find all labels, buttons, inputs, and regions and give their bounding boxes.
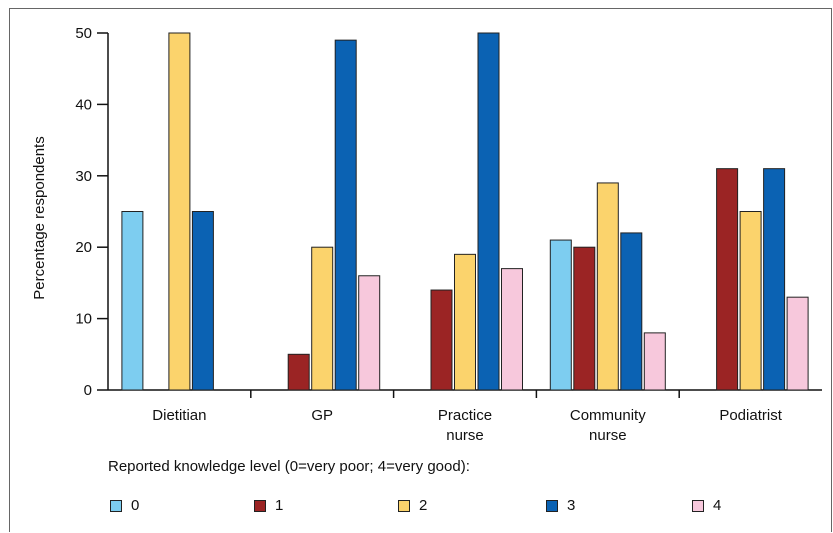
- bar-0-0: [121, 211, 144, 391]
- legend-title: Reported knowledge level (0=very poor; 4…: [108, 458, 470, 475]
- legend-item: 4: [692, 497, 721, 514]
- bar-0-3: [191, 211, 214, 391]
- bar-0-2: [168, 32, 191, 391]
- x-category-label: nurse: [446, 427, 484, 444]
- x-category-label: Dietitian: [152, 407, 206, 424]
- legend-label: 0: [131, 497, 140, 514]
- legend-swatch: [692, 499, 704, 512]
- legend-item: 3: [546, 497, 575, 514]
- bar-3-1: [573, 246, 596, 391]
- y-tick-label: 30: [75, 168, 92, 185]
- bar-1-1: [287, 353, 310, 391]
- legend-item: 2: [398, 497, 427, 514]
- x-category-label: Podiatrist: [719, 407, 782, 424]
- y-axis-title: Percentage respondents: [31, 136, 48, 299]
- bar-3-3: [620, 232, 643, 391]
- x-category-label: Practice: [438, 407, 492, 424]
- legend-label: 2: [419, 497, 428, 514]
- legend-item: 0: [110, 497, 139, 514]
- bar-1-3: [334, 39, 357, 391]
- legend-item: 1: [254, 497, 283, 514]
- y-tick-label: 20: [75, 239, 92, 256]
- y-axis: 0 10 20 30 40 50: [75, 25, 109, 399]
- legend-label: 3: [567, 497, 576, 514]
- legend-label: 4: [713, 497, 722, 514]
- x-axis: Dietitian GP Practice nurse Community nurse Po…: [108, 389, 822, 444]
- legend-label: 1: [275, 497, 284, 514]
- x-category-label: Community: [570, 407, 646, 424]
- chart-frame: [9, 8, 832, 532]
- y-tick-label: 40: [75, 96, 92, 113]
- bars: [121, 32, 809, 391]
- bar-2-4: [501, 268, 523, 391]
- bar-3-2: [596, 182, 619, 391]
- legend-swatch: [398, 499, 410, 512]
- bar-2-3: [477, 32, 500, 391]
- x-category-label: GP: [311, 407, 333, 424]
- bar-1-4: [358, 275, 381, 391]
- y-tick-label: 50: [75, 25, 92, 42]
- bar-4-3: [763, 168, 786, 391]
- bar-3-0: [549, 239, 572, 391]
- bar-4-1: [716, 168, 739, 391]
- bar-2-1: [430, 289, 453, 391]
- x-category-label: nurse: [589, 427, 627, 444]
- bar-2-2: [454, 253, 476, 391]
- bar-3-4: [643, 332, 666, 391]
- bar-1-2: [311, 246, 334, 391]
- legend-swatch: [110, 499, 122, 512]
- legend-swatch: [546, 499, 558, 512]
- bar-4-2: [739, 211, 762, 391]
- bar-4-4: [786, 296, 809, 391]
- y-tick-label: 10: [75, 311, 92, 328]
- y-tick-label: 0: [84, 382, 92, 399]
- legend-swatch: [254, 499, 266, 512]
